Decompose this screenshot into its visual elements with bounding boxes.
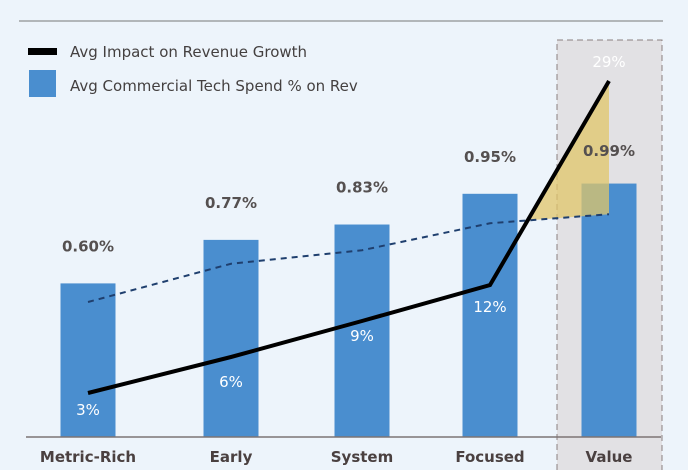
bar bbox=[462, 193, 518, 437]
bar bbox=[334, 224, 390, 437]
category-label: System bbox=[331, 448, 393, 466]
bar bbox=[60, 283, 116, 437]
category-label: Metric-Rich bbox=[40, 448, 136, 466]
legend: Avg Impact on Revenue Growth Avg Commerc… bbox=[28, 43, 358, 97]
bar-value-label: 0.83% bbox=[336, 179, 388, 197]
bar bbox=[581, 183, 637, 437]
category-label: Focused bbox=[455, 448, 524, 466]
bar-value-label: 0.95% bbox=[464, 148, 516, 166]
line-value-label: 9% bbox=[350, 327, 374, 345]
legend-bar-swatch bbox=[29, 70, 56, 97]
legend-label-bar: Avg Commercial Tech Spend % on Rev bbox=[70, 77, 358, 95]
bar-value-label: 0.60% bbox=[62, 237, 114, 255]
line-value-label: 3% bbox=[76, 401, 100, 419]
line-value-label: 6% bbox=[219, 373, 243, 391]
bar-value-label: 0.99% bbox=[583, 142, 635, 160]
line-value-label: 12% bbox=[473, 298, 506, 316]
trendline bbox=[87, 213, 610, 303]
bar bbox=[203, 239, 259, 437]
revenue-line bbox=[87, 79, 611, 395]
category-label: Value bbox=[586, 448, 633, 466]
legend-line-swatch bbox=[28, 48, 57, 55]
legend-label-line: Avg Impact on Revenue Growth bbox=[70, 43, 307, 61]
category-label: Early bbox=[210, 448, 253, 466]
line-value-label: 29% bbox=[592, 53, 625, 71]
bar-value-label: 0.77% bbox=[205, 194, 257, 212]
